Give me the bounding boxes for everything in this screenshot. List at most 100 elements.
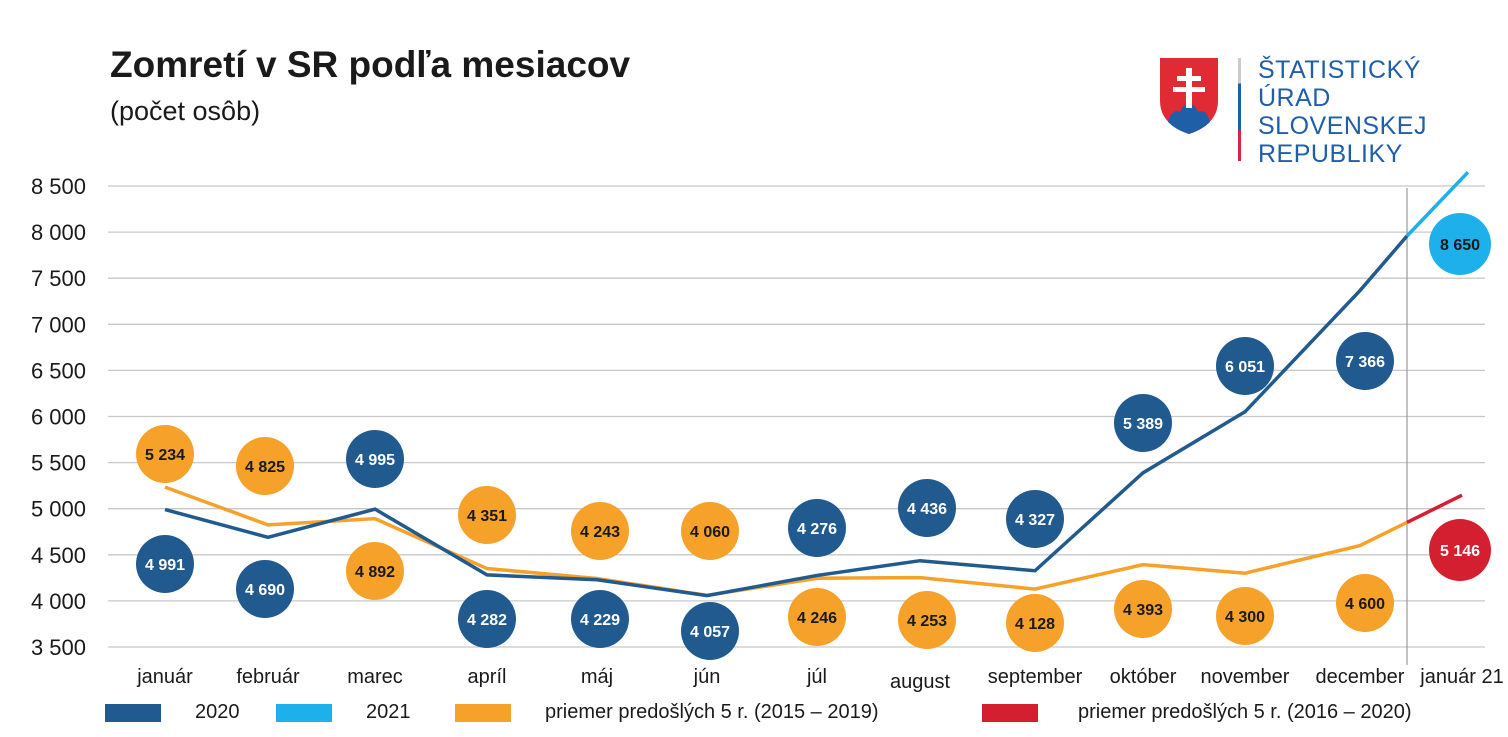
legend-item-2020: 2020 bbox=[105, 701, 240, 723]
data-point-2020 bbox=[1216, 337, 1274, 395]
series-line-2021 bbox=[1405, 170, 1470, 238]
data-point-2020 bbox=[788, 499, 846, 557]
y-tick-label: 6 500 bbox=[31, 358, 86, 383]
data-label-avg-2015-2019: 4 300 bbox=[1225, 609, 1265, 626]
logo-line: SLOVENSKEJ bbox=[1258, 112, 1427, 140]
statistical-office-logo: ŠTATISTICKÝ ÚRAD SLOVENSKEJ REPUBLIKY bbox=[1158, 56, 1438, 168]
y-tick-label: 6 000 bbox=[31, 405, 86, 430]
data-point-2020 bbox=[136, 535, 194, 593]
data-label-avg-2015-2019: 4 825 bbox=[245, 459, 285, 476]
data-label-2020: 4 276 bbox=[797, 521, 837, 538]
x-tick-label: máj bbox=[581, 666, 613, 688]
logo-line: ÚRAD bbox=[1258, 84, 1331, 112]
y-tick-label: 5 500 bbox=[31, 451, 86, 476]
legend-label: priemer predošlých 5 r. (2016 – 2020) bbox=[1078, 701, 1412, 723]
data-point-avg-2015-2019 bbox=[346, 542, 404, 600]
data-label-2021: 8 650 bbox=[1440, 237, 1480, 254]
y-tick-label: 7 000 bbox=[31, 312, 86, 337]
y-tick-label: 8 000 bbox=[31, 220, 86, 245]
series-line-2020 bbox=[164, 234, 1409, 598]
chart-title: Zomretí v SR podľa mesiacov bbox=[110, 44, 631, 85]
legend-swatch bbox=[455, 704, 511, 722]
legend-label: 2020 bbox=[195, 701, 240, 723]
data-label-avg-2015-2019: 4 892 bbox=[355, 564, 395, 581]
y-tick-label: 4 000 bbox=[31, 589, 86, 614]
data-point-avg-2015-2019 bbox=[898, 591, 956, 649]
data-point-avg-2015-2019 bbox=[788, 588, 846, 646]
data-point-avg-2015-2019 bbox=[1336, 574, 1394, 632]
legend-item-avg-2015-2019: priemer predošlých 5 r. (2015 – 2019) bbox=[455, 701, 879, 723]
data-point-avg-2015-2019 bbox=[571, 502, 629, 560]
data-label-avg-2016-2020: 5 146 bbox=[1440, 543, 1480, 560]
legend-swatch bbox=[982, 704, 1038, 722]
data-point-2020 bbox=[1114, 394, 1172, 452]
x-tick-label: jún bbox=[693, 666, 721, 688]
data-point-avg-2015-2019 bbox=[1006, 594, 1064, 652]
data-point-avg-2015-2019 bbox=[681, 502, 739, 560]
data-point-avg-2015-2019 bbox=[236, 437, 294, 495]
data-label-2020: 5 389 bbox=[1123, 416, 1163, 433]
legend-item-avg-2016-2020: priemer predošlých 5 r. (2016 – 2020) bbox=[982, 701, 1412, 723]
x-tick-label: júl bbox=[806, 666, 827, 688]
legend-item-2021: 2021 bbox=[276, 701, 411, 723]
y-tick-label: 7 500 bbox=[31, 266, 86, 291]
x-tick-label: december bbox=[1316, 666, 1405, 688]
data-label-2020: 4 991 bbox=[145, 557, 185, 574]
x-tick-label: september bbox=[988, 666, 1083, 688]
data-point-avg-2015-2019 bbox=[458, 486, 516, 544]
data-point-2020 bbox=[681, 602, 739, 660]
data-point-avg-2016-2020 bbox=[1429, 519, 1491, 581]
data-label-2020: 6 051 bbox=[1225, 359, 1265, 376]
legend: 2020 2021 priemer predošlých 5 r. (2015 … bbox=[0, 700, 1508, 730]
data-label-2020: 4 690 bbox=[245, 582, 285, 599]
legend-swatch bbox=[105, 704, 161, 722]
legend-label: 2021 bbox=[366, 701, 411, 723]
x-tick-label: august bbox=[890, 671, 950, 693]
data-label-avg-2015-2019: 4 128 bbox=[1015, 616, 1055, 633]
data-point-avg-2015-2019 bbox=[136, 425, 194, 483]
logo-line: ŠTATISTICKÝ bbox=[1258, 56, 1421, 84]
data-label-avg-2015-2019: 4 351 bbox=[467, 508, 507, 525]
data-label-2020: 4 995 bbox=[355, 452, 395, 469]
data-label-avg-2015-2019: 5 234 bbox=[145, 447, 185, 464]
y-tick-label: 5 000 bbox=[31, 497, 86, 522]
logo-divider bbox=[1238, 58, 1241, 161]
data-point-2020 bbox=[346, 430, 404, 488]
x-tick-label: január 21 bbox=[1419, 666, 1503, 688]
data-point-2020 bbox=[898, 479, 956, 537]
data-point-2020 bbox=[571, 590, 629, 648]
data-point-2020 bbox=[1006, 490, 1064, 548]
data-label-avg-2015-2019: 4 600 bbox=[1345, 596, 1385, 613]
data-point-avg-2015-2019 bbox=[1216, 587, 1274, 645]
coat-of-arms-icon bbox=[1160, 58, 1218, 134]
data-label-avg-2015-2019: 4 060 bbox=[690, 524, 730, 541]
data-label-2020: 4 282 bbox=[467, 612, 507, 629]
data-point-2020 bbox=[458, 590, 516, 648]
chart-subtitle: (počet osôb) bbox=[110, 96, 261, 126]
data-label-2020: 4 327 bbox=[1015, 512, 1055, 529]
data-point-2020 bbox=[236, 560, 294, 618]
data-label-avg-2015-2019: 4 393 bbox=[1123, 602, 1163, 619]
logo-text: ŠTATISTICKÝ ÚRAD SLOVENSKEJ REPUBLIKY bbox=[1258, 56, 1427, 168]
data-label-2020: 4 436 bbox=[907, 501, 947, 518]
legend-label: priemer predošlých 5 r. (2015 – 2019) bbox=[545, 701, 879, 723]
y-tick-label: 3 500 bbox=[31, 635, 86, 660]
data-label-2020: 4 057 bbox=[690, 624, 730, 641]
y-tick-label: 8 500 bbox=[31, 174, 86, 199]
x-tick-label: apríl bbox=[468, 666, 507, 688]
series-line-avg-2015-2019 bbox=[164, 485, 1408, 598]
y-tick-label: 4 500 bbox=[31, 543, 86, 568]
series-line-avg-2016-2020 bbox=[1406, 493, 1463, 524]
data-point-2020 bbox=[1336, 332, 1394, 390]
data-point-avg-2015-2019 bbox=[1114, 580, 1172, 638]
x-tick-label: január bbox=[136, 666, 193, 688]
x-tick-label: október bbox=[1110, 666, 1177, 688]
data-point-2021 bbox=[1429, 213, 1491, 275]
x-tick-label: marec bbox=[347, 666, 403, 688]
data-label-2020: 7 366 bbox=[1345, 354, 1385, 371]
x-tick-label: február bbox=[236, 666, 300, 688]
x-tick-label: november bbox=[1201, 666, 1290, 688]
data-label-2020: 4 229 bbox=[580, 612, 620, 629]
logo-line: REPUBLIKY bbox=[1258, 140, 1403, 168]
